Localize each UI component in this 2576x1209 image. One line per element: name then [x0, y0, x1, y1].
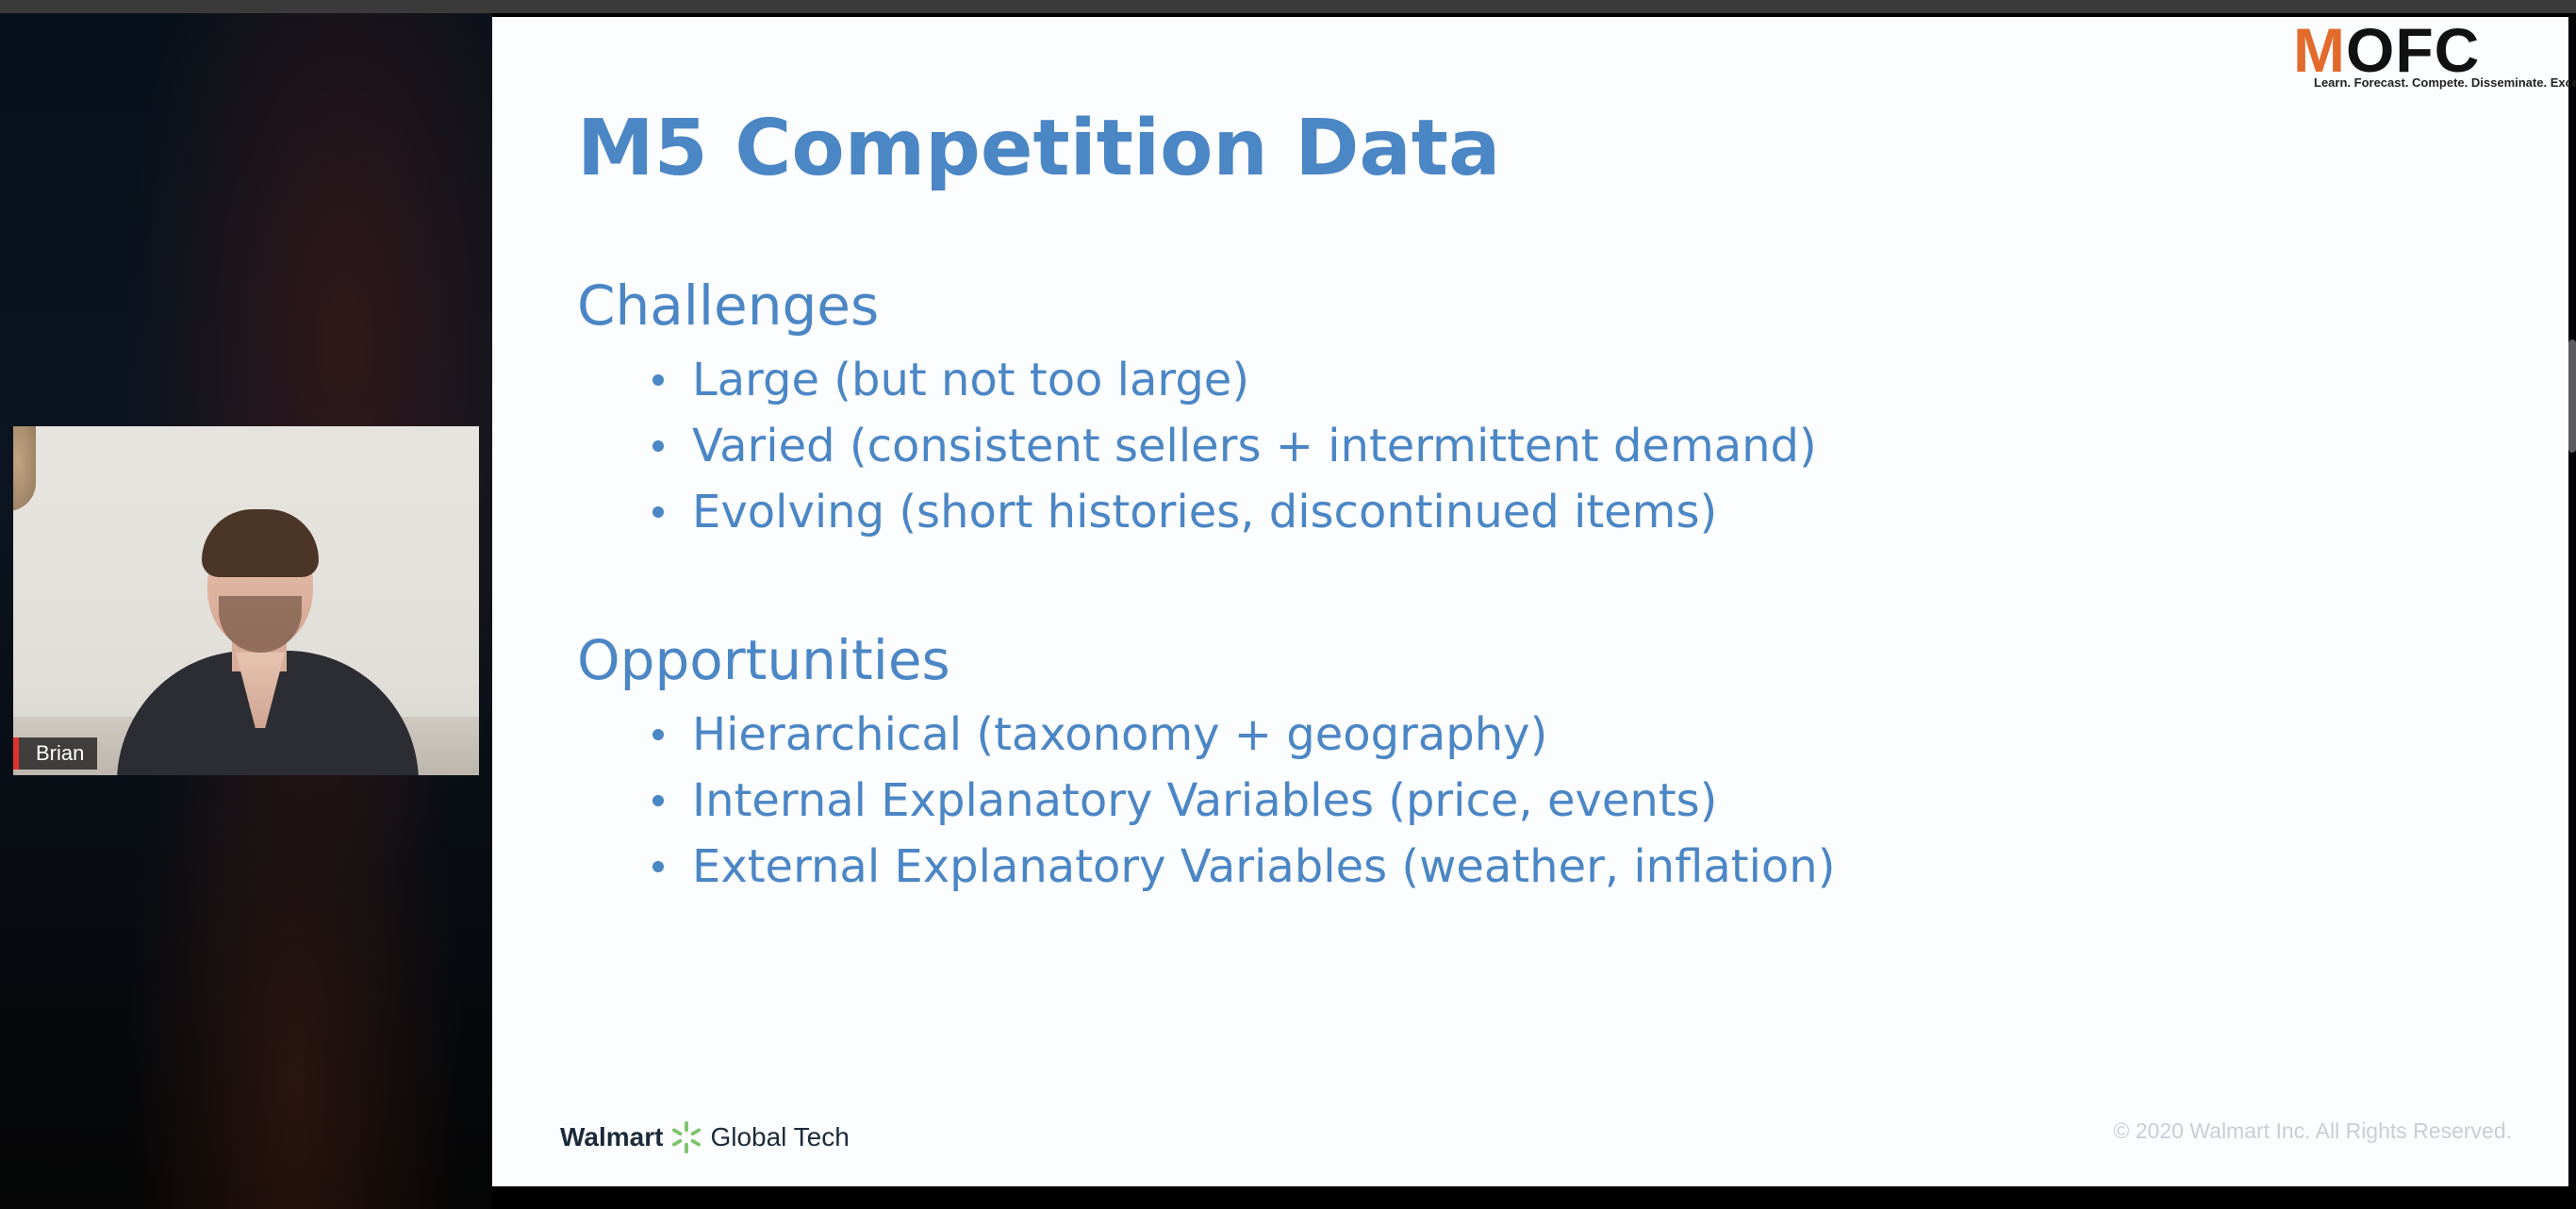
bullet-text: Hierarchical (taxonomy + geography) — [692, 708, 1548, 761]
bullet-item: Evolving (short histories, discontinued … — [652, 479, 1817, 545]
bullet-dot-icon — [652, 506, 664, 518]
mofc-tagline: Learn. Forecast. Compete. Disseminate. E… — [2314, 75, 2576, 90]
window-top-bar — [0, 0, 2576, 13]
mofc-logo-rest: OFC — [2345, 15, 2481, 85]
bullet-dot-icon — [652, 374, 664, 386]
section-heading-challenges: Challenges — [577, 273, 880, 338]
walmart-spark-icon — [672, 1120, 702, 1154]
walmart-wordmark: Walmart — [560, 1122, 664, 1151]
mofc-logo: MOFC Learn. Forecast. Compete. Dissemina… — [2293, 15, 2576, 94]
bullet-text: Varied (consistent sellers + intermitten… — [692, 420, 1817, 472]
bullet-item: External Explanatory Variables (weather,… — [652, 834, 1835, 900]
bullet-item: Hierarchical (taxonomy + geography) — [652, 702, 1835, 768]
section-heading-opportunities: Opportunities — [577, 628, 950, 692]
bullet-dot-icon — [652, 729, 664, 740]
participant-hair — [202, 509, 319, 577]
bullet-dot-icon — [652, 795, 664, 806]
global-tech-wordmark: Global Tech — [710, 1122, 850, 1151]
bullet-dot-icon — [652, 861, 664, 872]
bullet-dot-icon — [652, 440, 664, 452]
bullet-list-opportunities: Hierarchical (taxonomy + geography) Inte… — [652, 702, 1835, 900]
bullet-list-challenges: Large (but not too large) Varied (consis… — [652, 347, 1817, 545]
copyright-text: © 2020 Walmart Inc. All Rights Reserved. — [2113, 1118, 2512, 1143]
bullet-text: Internal Explanatory Variables (price, e… — [692, 774, 1718, 827]
bullet-text: External Explanatory Variables (weather,… — [692, 840, 1836, 893]
bullet-text: Large (but not too large) — [692, 354, 1250, 406]
bullet-item: Varied (consistent sellers + intermitten… — [652, 413, 1817, 479]
participant-name: Brian — [36, 741, 85, 765]
mofc-logo-m: M — [2293, 15, 2346, 85]
slide-title: M5 Competition Data — [577, 104, 1501, 193]
plant-decoration — [13, 426, 36, 511]
bullet-text: Evolving (short histories, discontinued … — [692, 486, 1718, 538]
name-tag-accent — [13, 737, 19, 770]
participant-video-tile[interactable]: Brian — [13, 426, 479, 775]
scrollbar[interactable] — [2568, 340, 2576, 453]
bullet-item: Internal Explanatory Variables (price, e… — [652, 768, 1835, 834]
participant-name-tag: Brian — [13, 737, 98, 770]
presentation-slide: MOFC Learn. Forecast. Compete. Dissemina… — [492, 15, 2576, 1186]
bullet-item: Large (but not too large) — [652, 347, 1817, 413]
walmart-global-tech-logo: Walmart Global Tech — [560, 1115, 850, 1160]
